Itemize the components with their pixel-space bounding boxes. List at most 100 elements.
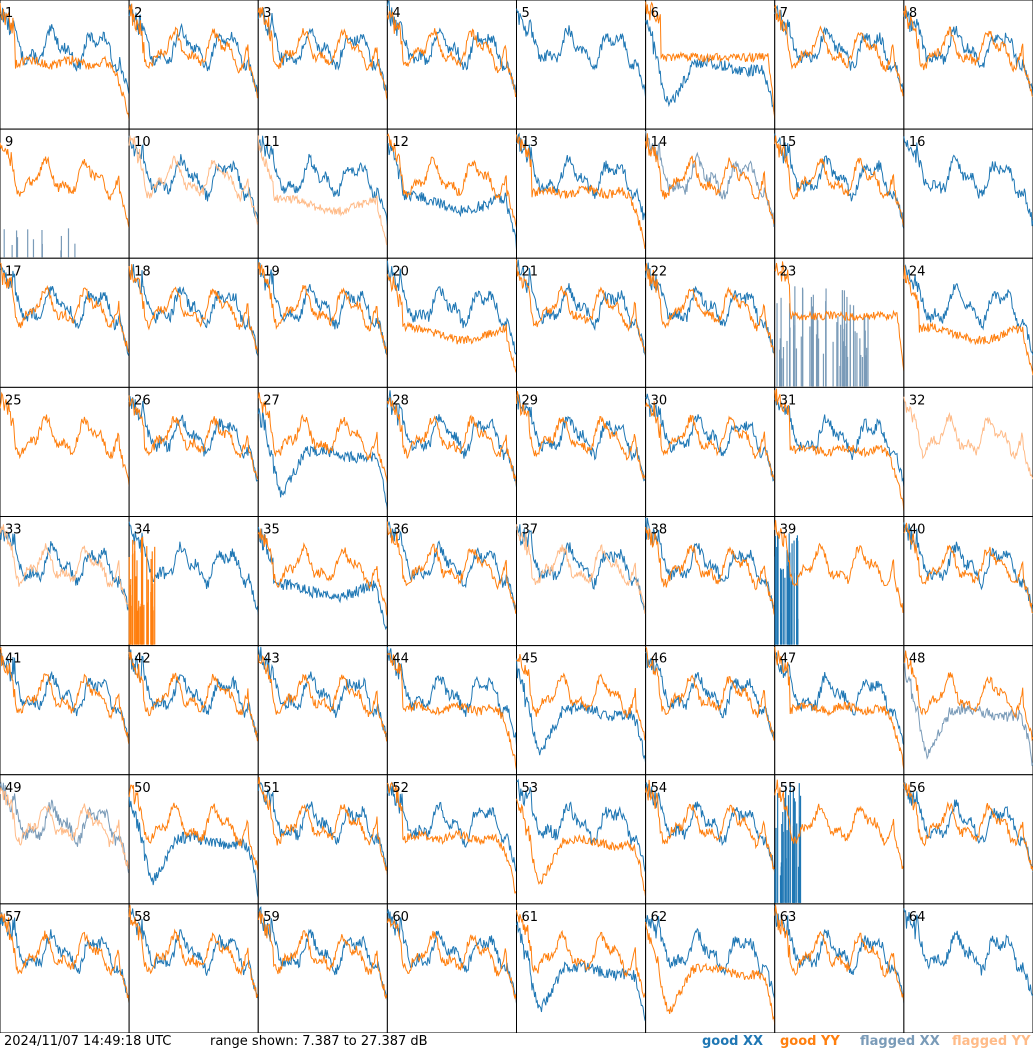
yy-trace: [0, 262, 130, 354]
panel-label: 55: [780, 781, 797, 796]
xx-trace: [386, 390, 517, 488]
panel-label: 39: [780, 523, 797, 538]
panel-label: 22: [651, 264, 668, 279]
xx-trace: [128, 797, 259, 900]
yy-trace: [128, 784, 259, 873]
xx-trace: [774, 5, 905, 94]
yy-trace: [386, 917, 517, 1003]
xx-trace: [387, 143, 517, 250]
yy-trace: [903, 396, 1033, 480]
yy-trace: [0, 391, 130, 487]
panel-54: 54: [645, 774, 776, 905]
xx-trace: [774, 905, 905, 1004]
panel-1: 1: [0, 0, 130, 130]
xx-trace: [257, 781, 388, 871]
yy-trace: [128, 395, 259, 481]
panel-label: 63: [780, 910, 797, 925]
panel-13: 13: [516, 128, 647, 259]
panel-label: 10: [134, 135, 151, 150]
panel-32: 32: [903, 386, 1033, 517]
yy-trace: [257, 392, 388, 484]
panel-50: 50: [128, 774, 259, 905]
panel-24: 24: [903, 257, 1033, 388]
yy-trace: [774, 5, 905, 97]
panel-label: 43: [263, 652, 280, 667]
panel-38: 38: [645, 516, 776, 647]
panel-42: 42: [128, 645, 259, 776]
xx-trace: [903, 908, 1033, 996]
yy-trace: [257, 262, 388, 359]
yy-trace: [257, 910, 388, 1000]
xx-trace: [0, 652, 130, 747]
panel-label: 9: [5, 135, 13, 150]
panel-14: 14: [645, 128, 776, 259]
xx-trace: [257, 259, 388, 356]
panel-47: 47: [774, 645, 905, 776]
xx-trace: [903, 782, 1033, 872]
yy-trace: [386, 9, 517, 98]
panel-label: 24: [909, 264, 926, 279]
panel-label: 35: [263, 523, 280, 538]
yy-trace: [516, 798, 647, 898]
yy-trace: [645, 779, 776, 875]
xx-trace: [0, 781, 130, 874]
panel-label: 56: [909, 781, 926, 796]
yy-trace: [387, 652, 517, 771]
xx-trace: [0, 528, 130, 612]
panel-label: 50: [134, 781, 151, 796]
panel-10: 10: [128, 128, 259, 259]
panel-label: 23: [780, 264, 797, 279]
xx-trace: [386, 0, 517, 95]
panel-52: 52: [386, 774, 517, 905]
panel-label: 46: [651, 652, 668, 667]
panel-frame: [903, 903, 1033, 1033]
xx-trace: [257, 646, 388, 743]
yy-trace: [386, 133, 517, 228]
yy-trace: [774, 135, 905, 228]
legend-flagged-xx: flagged XX: [860, 1034, 940, 1049]
yy-trace: [645, 1, 776, 120]
xx-trace: [386, 782, 517, 872]
panel-46: 46: [645, 645, 776, 776]
yy-trace: [516, 391, 647, 480]
xx-trace: [774, 133, 905, 229]
xx-trace: [128, 264, 259, 357]
panel-20: 20: [386, 257, 517, 388]
yy-trace: [0, 3, 130, 121]
panel-7: 7: [774, 0, 905, 130]
legend-good-xx: good XX: [702, 1034, 764, 1049]
panel-label: 52: [392, 781, 409, 796]
panel-28: 28: [386, 386, 517, 517]
panel-34: 34: [128, 516, 259, 647]
panel-label: 41: [5, 652, 22, 667]
panel-label: 5: [522, 6, 530, 21]
panel-label: 42: [134, 652, 151, 667]
panel-3: 3: [257, 0, 388, 130]
xx-trace: [128, 4, 259, 99]
xx-trace: [386, 521, 517, 611]
footer-bar: 2024/11/07 14:49:18 UTC range shown: 7.3…: [0, 1033, 1033, 1053]
panel-label: 14: [651, 135, 668, 150]
panel-label: 54: [651, 781, 668, 796]
panel-35: 35: [257, 516, 388, 647]
xx-trace: [128, 907, 259, 999]
yy-trace: [128, 264, 259, 356]
panel-33: 33: [0, 516, 130, 647]
panel-frame: [0, 903, 130, 1033]
panel-64: 64: [903, 903, 1033, 1033]
panel-23: 23: [774, 257, 905, 388]
timestamp: 2024/11/07 14:49:18 UTC: [4, 1034, 172, 1049]
xx-trace: [516, 394, 646, 482]
panel-frame: [386, 257, 517, 388]
xx-trace: [645, 19, 776, 116]
panel-44: 44: [386, 645, 517, 776]
panel-45: 45: [516, 645, 647, 776]
yy-trace: [516, 134, 646, 250]
panel-label: 13: [522, 135, 539, 150]
xx-trace: [774, 652, 905, 746]
panel-27: 27: [257, 386, 388, 517]
yy-trace: [516, 653, 647, 741]
yy-trace: [386, 397, 517, 486]
panel-26: 26: [128, 386, 259, 517]
panel-label: 36: [392, 523, 409, 538]
